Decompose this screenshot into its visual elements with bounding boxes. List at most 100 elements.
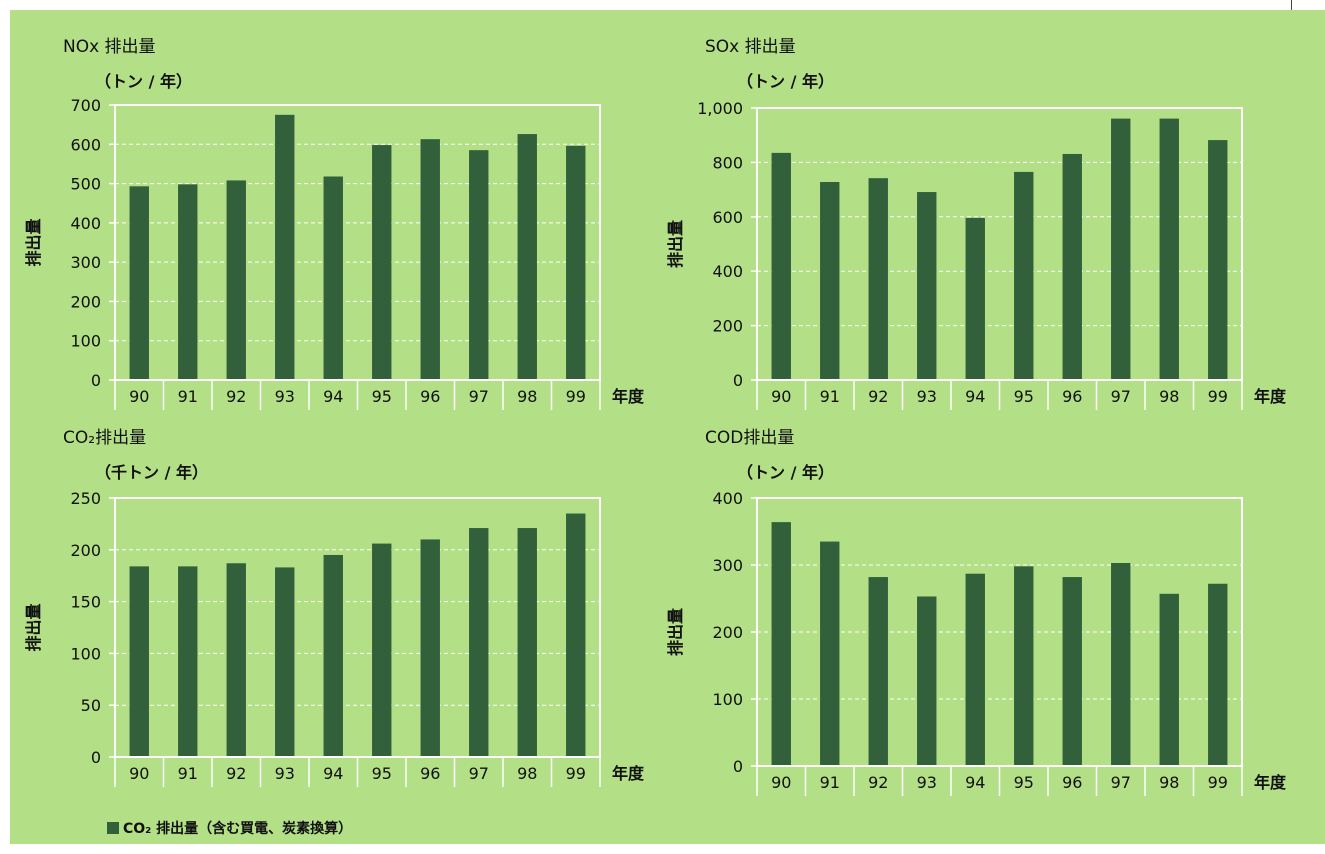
cod-x-tick: 94 — [965, 773, 985, 792]
sox-x-tick: 93 — [917, 387, 937, 406]
nox-bar — [469, 150, 489, 380]
nox-bar — [517, 134, 537, 380]
nox-x-tick: 98 — [517, 387, 537, 406]
nox-bar — [566, 145, 586, 380]
nox-title: NOx 排出量 — [63, 37, 156, 57]
nox-unit-label: （トン / 年） — [95, 72, 192, 91]
cod-bar — [1159, 593, 1179, 766]
sox-y-tick: 800 — [712, 153, 743, 172]
sox-x-tick: 97 — [1111, 387, 1131, 406]
sox-xlabel: 年度 — [1254, 387, 1287, 406]
nox-x-tick: 90 — [129, 387, 149, 406]
cod-y-tick: 400 — [712, 489, 743, 508]
sox-bar — [965, 217, 985, 380]
co2-bar — [566, 513, 586, 757]
co2-legend: CO₂ 排出量（含む買電、炭素換算） — [107, 819, 352, 837]
sox-x-tick: 95 — [1014, 387, 1034, 406]
cod-ylabel: 排出量 — [666, 608, 685, 656]
nox-svg: NOx 排出量 （トン / 年） 0 100 200 300 400 500 600 700 90 9… — [24, 37, 645, 410]
co2-svg: CO₂排出量 （千トン / 年） 0 50 100 150 200 250 90 91 92 93 94… — [24, 428, 645, 787]
co2-x-tick: 92 — [226, 764, 246, 783]
legend-label: CO₂ 排出量（含む買電、炭素換算） — [123, 821, 353, 837]
cod-chart: COD排出量 （トン / 年） 0 100 200 300 400 90 91 92 93 94 95 9… — [666, 428, 1297, 800]
sox-y-tick: 400 — [712, 262, 743, 281]
co2-bar — [226, 563, 246, 757]
cod-bar — [820, 541, 840, 766]
sox-x-tick: 98 — [1159, 387, 1179, 406]
co2-bar — [323, 554, 343, 757]
cod-bar — [868, 577, 888, 766]
nox-x-tick: 95 — [372, 387, 392, 406]
sox-unit-label: （トン / 年） — [737, 72, 834, 91]
cod-x-tick: 92 — [868, 773, 888, 792]
co2-x-tick: 90 — [129, 764, 149, 783]
cod-x-tick: 97 — [1111, 773, 1131, 792]
nox-y-tick: 300 — [70, 253, 101, 272]
cod-x-tick: 96 — [1062, 773, 1082, 792]
nox-y-tick: 500 — [70, 175, 101, 194]
nox-bar — [323, 176, 343, 380]
nox-y-tick: 700 — [70, 96, 101, 115]
co2-y-tick: 200 — [70, 541, 101, 560]
sox-title: SOx 排出量 — [705, 37, 796, 57]
co2-x-tick: 94 — [323, 764, 343, 783]
co2-y-tick: 150 — [70, 593, 101, 612]
nox-x-tick: 92 — [226, 387, 246, 406]
cod-x-tick: 95 — [1014, 773, 1034, 792]
co2-y-tick: 50 — [81, 696, 101, 715]
nox-ylabel: 排出量 — [24, 218, 43, 266]
sox-x-tick: 91 — [820, 387, 840, 406]
cod-title: COD排出量 — [705, 428, 794, 448]
cod-x-tick: 98 — [1159, 773, 1179, 792]
sox-x-tick: 90 — [771, 387, 791, 406]
sox-bar — [820, 181, 840, 380]
nox-bar — [226, 180, 246, 380]
cod-bar — [917, 596, 937, 766]
sox-y-tick: 200 — [712, 317, 743, 336]
cod-y-tick: 0 — [733, 757, 743, 776]
cod-unit-label: （トン / 年） — [737, 463, 834, 482]
cod-xlabel: 年度 — [1254, 773, 1287, 792]
co2-y-tick: 100 — [70, 644, 101, 663]
co2-x-tick: 96 — [420, 764, 440, 783]
co2-bar — [372, 543, 392, 757]
cod-y-tick: 300 — [712, 556, 743, 575]
nox-x-tick: 97 — [469, 387, 489, 406]
co2-x-tick: 93 — [275, 764, 295, 783]
nox-y-tick: 200 — [70, 292, 101, 311]
corner-mark — [1291, 0, 1292, 10]
co2-x-tick: 91 — [178, 764, 198, 783]
nox-y-tick: 600 — [70, 135, 101, 154]
sox-x-tick: 94 — [965, 387, 985, 406]
co2-bar — [275, 567, 295, 757]
co2-bar — [129, 566, 149, 757]
nox-xlabel: 年度 — [612, 387, 645, 406]
cod-y-tick: 200 — [712, 623, 743, 642]
nox-y-tick: 100 — [70, 332, 101, 351]
sox-chart: SOx 排出量 （トン / 年） 0 200 400 600 800 1,000 90 91 92 9… — [666, 37, 1297, 410]
co2-bar — [517, 528, 537, 757]
sox-ylabel: 排出量 — [666, 220, 685, 268]
cod-x-tick: 90 — [771, 773, 791, 792]
sox-x-tick: 96 — [1062, 387, 1082, 406]
sox-bar — [1208, 140, 1228, 380]
sox-x-tick: 99 — [1208, 387, 1228, 406]
legend-swatch — [107, 822, 119, 834]
cod-bar — [1014, 566, 1034, 766]
sox-bar — [868, 178, 888, 380]
co2-bar — [420, 539, 440, 757]
nox-y-tick: 0 — [91, 371, 101, 390]
co2-y-tick: 250 — [70, 489, 101, 508]
cod-svg: COD排出量 （トン / 年） 0 100 200 300 400 90 91 92 93 94 95 9… — [666, 428, 1287, 796]
cod-x-tick: 99 — [1208, 773, 1228, 792]
sox-y-tick: 600 — [712, 208, 743, 227]
co2-xlabel: 年度 — [612, 764, 645, 783]
nox-bar — [372, 145, 392, 380]
co2-x-tick: 97 — [469, 764, 489, 783]
nox-chart: NOx 排出量 （トン / 年） 0 100 200 300 400 500 600 700 90 9… — [24, 37, 655, 410]
sox-x-tick: 92 — [868, 387, 888, 406]
nox-x-tick: 93 — [275, 387, 295, 406]
cod-y-tick: 100 — [712, 690, 743, 709]
co2-unit-label: （千トン / 年） — [95, 463, 208, 482]
nox-bar — [129, 186, 149, 380]
